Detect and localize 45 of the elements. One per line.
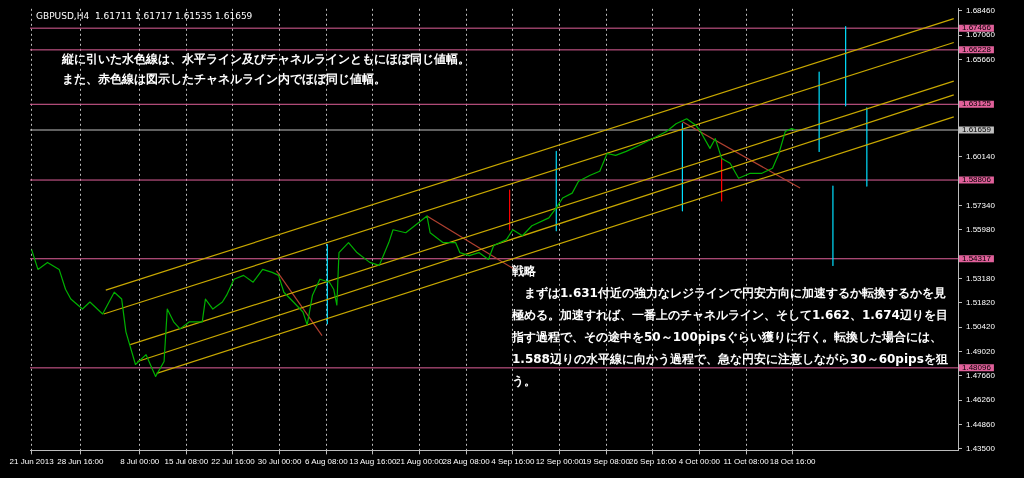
- annotation: また、赤色線は図示したチャネルライン内でほぼ同じ値幅。: [62, 71, 386, 87]
- y-tick-label: 1.65660: [966, 55, 996, 65]
- y-tick-label: 1.46260: [966, 395, 996, 405]
- ref-line-label: 1.67466: [962, 23, 992, 33]
- x-tick-label: 21 Jun 2013: [9, 457, 55, 467]
- annotation: 縦に引いた水色線は、水平ライン及びチャネルラインともにほぼ同じ値幅。: [62, 51, 470, 67]
- x-tick-label: 28 Aug 08:00: [442, 457, 491, 467]
- y-tick-label: 1.53180: [966, 273, 996, 283]
- annotation: まずは1.631付近の強力なレジラインで円安方向に加速するか転換するかを見: [523, 285, 946, 301]
- x-tick-label: 18 Oct 16:00: [769, 457, 817, 467]
- ref-line-label: 1.48096: [962, 363, 992, 373]
- y-tick-label: 1.60140: [966, 151, 996, 161]
- y-tick-label: 1.57340: [966, 200, 996, 210]
- ref-line-label: 1.66228: [962, 45, 992, 55]
- y-tick-label: 1.47660: [966, 370, 996, 380]
- ref-line-label: 1.58806: [962, 175, 992, 185]
- annotation: 極める。加速すれば、一番上のチャネルライン、そして1.662、1.674辺りを目: [512, 307, 948, 323]
- annotation: 1.588辺りの水平線に向かう過程で、急な円安に注意しながら30～60pipsを狙: [512, 351, 948, 367]
- x-tick-label: 12 Sep 00:00: [535, 457, 584, 467]
- annotation: 戦略: [512, 263, 536, 279]
- x-tick-label: 8 Jul 00:00: [120, 457, 160, 467]
- x-tick-label: 4 Oct 00:00: [678, 457, 721, 467]
- ref-line-label: 1.63125: [962, 99, 992, 109]
- y-tick-label: 1.68460: [966, 5, 996, 15]
- y-tick-label: 1.43500: [966, 443, 996, 453]
- x-tick-label: 15 Jul 08:00: [164, 457, 209, 467]
- y-tick-label: 1.50420: [966, 322, 996, 332]
- x-tick-label: 11 Oct 08:00: [723, 457, 770, 467]
- x-tick-label: 4 Sep 16:00: [491, 457, 535, 467]
- x-tick-label: 30 Jul 00:00: [257, 457, 302, 467]
- x-tick-label: 28 Jun 16:00: [57, 457, 105, 467]
- x-tick-label: 22 Jul 16:00: [211, 457, 256, 467]
- y-tick-label: 1.67060: [966, 30, 996, 40]
- y-tick-label: 1.44860: [966, 419, 996, 429]
- y-tick-label: 1.55980: [966, 224, 996, 234]
- y-tick-label: 1.49020: [966, 346, 996, 356]
- x-tick-label: 19 Sep 08:00: [582, 457, 631, 467]
- ref-line-label: 1.61659: [962, 125, 992, 135]
- x-tick-label: 6 Aug 08:00: [304, 457, 349, 467]
- y-tick-label: 1.51820: [966, 297, 996, 307]
- x-tick-label: 21 Aug 00:00: [395, 457, 444, 467]
- annotation: う。: [512, 373, 536, 389]
- annotation: 指す過程で、その途中を50～100pipsぐらい獲りに行く。転換した場合には、: [512, 329, 943, 345]
- ref-line-label: 1.54317: [962, 253, 992, 263]
- chart-title: GBPUSD,H4 1.61711 1.61717 1.61535 1.61659: [36, 11, 253, 22]
